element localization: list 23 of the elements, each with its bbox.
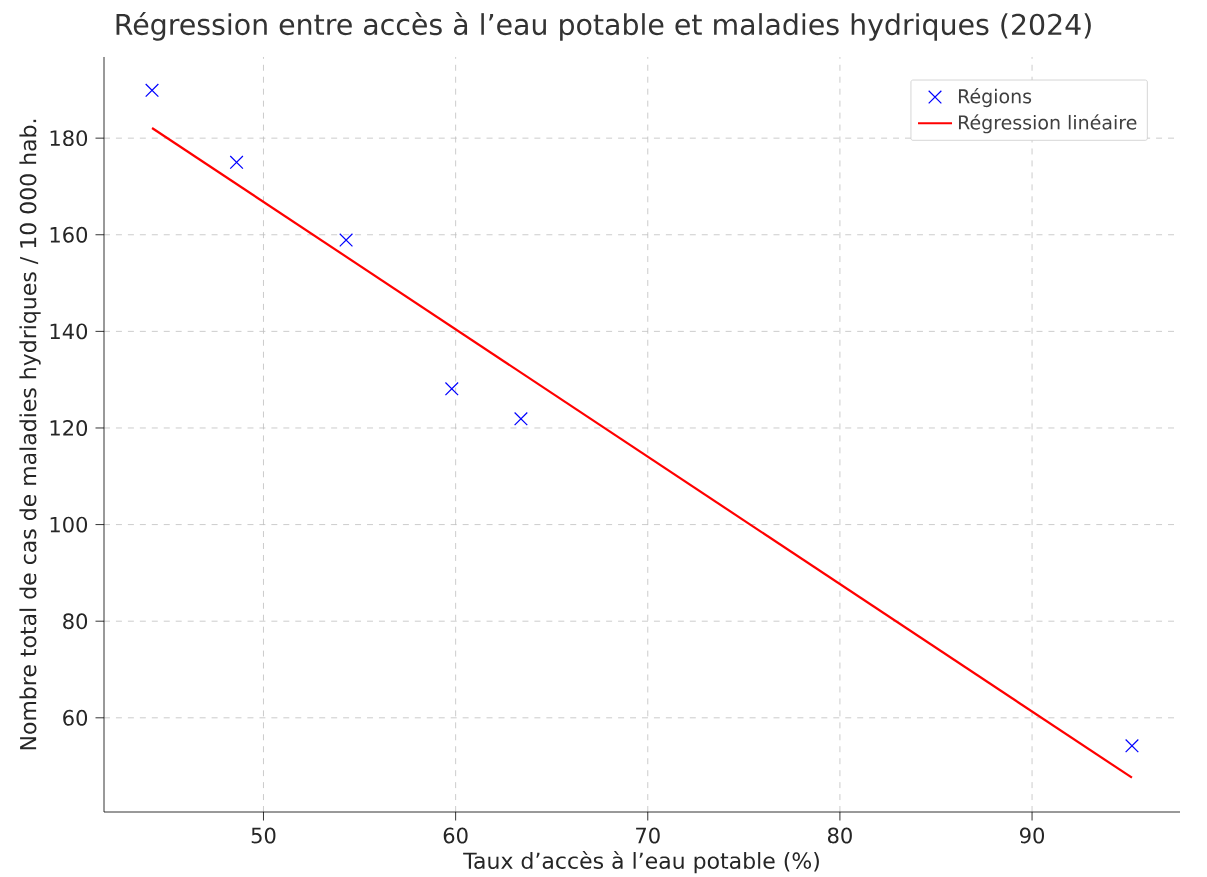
- y-tick-label: 100: [50, 516, 88, 533]
- y-tick-label: 140: [50, 323, 88, 340]
- point: [1125, 738, 1139, 753]
- x-tick-label: 90: [1020, 827, 1045, 844]
- legend-label: Régression linéaire: [958, 114, 1137, 134]
- y-tick-label: 160: [50, 226, 88, 243]
- chart-title: Régression entre accès à l’eau potable et maladies hydriques (2024): [116, 12, 1091, 41]
- point: [444, 381, 459, 396]
- y-tick-label: 120: [50, 420, 88, 436]
- x-tick-label: 70: [636, 827, 660, 844]
- x-tick-label: 80: [827, 827, 852, 844]
- x-tick-label: 60: [443, 827, 468, 844]
- x-tick-label: 50: [251, 827, 276, 844]
- point: [229, 155, 244, 170]
- y-tick-label: 60: [63, 709, 88, 726]
- point: [339, 233, 354, 248]
- point: [514, 411, 528, 426]
- legend-label: Régions: [958, 88, 1032, 108]
- y-tick-label: 80: [63, 613, 88, 630]
- point: [145, 83, 159, 98]
- y-axis-title: Nombre total de cas de maladies hydriques / 10 000 hab.: [19, 119, 41, 750]
- x-axis-title: Taux d’accès à l’eau potable (%): [463, 851, 819, 874]
- y-tick-label: 180: [50, 130, 88, 147]
